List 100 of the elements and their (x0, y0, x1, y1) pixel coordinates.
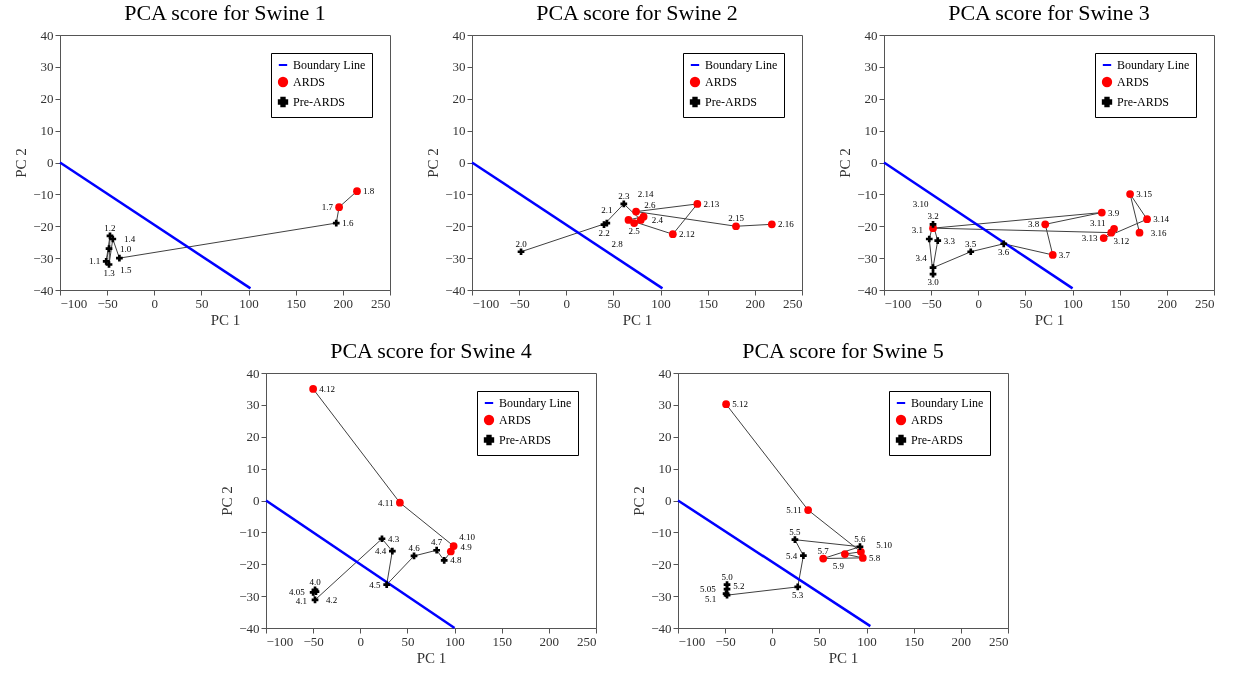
x-tick-label: 200 (539, 633, 560, 649)
annotation: 3.16 (1150, 227, 1167, 238)
annotation: 3.4 (915, 253, 928, 264)
annotation: 2.13 (703, 198, 720, 209)
y-tick-label: −10 (857, 186, 878, 202)
x-tick-label: 100 (239, 295, 259, 311)
y-tick-label: 40 (658, 365, 672, 381)
annotation: 3.1 (911, 224, 924, 235)
chart-title: PCA score for Swine 2 (536, 0, 738, 25)
y-tick-label: 20 (246, 429, 260, 445)
legend-label: Pre-ARDS (293, 95, 346, 109)
y-tick-label: −20 (857, 218, 878, 234)
x-tick-label: 0 (563, 295, 571, 311)
y-tick-label: 0 (459, 155, 466, 170)
x-tick-label: 50 (607, 295, 621, 311)
y-tick-label: −10 (33, 186, 54, 202)
annotation: 5.4 (786, 550, 798, 561)
y-axis-title: PC 2 (837, 148, 854, 178)
annotation: 3.15 (1136, 189, 1153, 200)
legend-label: Boundary Line (911, 396, 984, 410)
annotation: 5.05 (700, 584, 717, 595)
y-axis-title: PC 2 (631, 486, 648, 516)
y-tick-label: 10 (658, 461, 672, 477)
x-tick-label: 0 (975, 295, 983, 311)
x-tick-label: −50 (509, 295, 530, 311)
x-tick-label: 150 (904, 633, 924, 649)
annotation: 4.8 (450, 555, 463, 566)
y-tick-label: −10 (651, 524, 672, 540)
legend-label: Boundary Line (499, 396, 572, 410)
x-tick-label: 100 (651, 295, 671, 311)
x-tick-label: 50 (401, 633, 415, 649)
annotation: 3.0 (927, 277, 940, 288)
legend-label: Pre-ARDS (705, 95, 758, 109)
y-tick-label: −30 (33, 250, 54, 266)
legend-label: ARDS (499, 413, 532, 427)
annotation: 4.7 (431, 537, 443, 548)
y-tick-label: 0 (47, 155, 54, 170)
annotation: 2.14 (637, 189, 655, 200)
y-tick-label: 10 (246, 461, 260, 477)
annotation: 3.14 (1153, 214, 1170, 225)
y-tick-label: 30 (658, 397, 672, 413)
annotation: 2.5 (628, 226, 641, 237)
y-axis-title: PC 2 (219, 486, 236, 516)
annotation: 2.12 (679, 229, 695, 240)
x-axis-title: PC 1 (828, 649, 859, 666)
x-tick-label: −100 (60, 295, 88, 311)
annotation: 3.12 (1113, 235, 1130, 246)
legend-label: Boundary Line (293, 58, 366, 72)
x-tick-label: 0 (357, 633, 365, 649)
annotation: 3.13 (1081, 233, 1098, 244)
annotation: 1.1 (88, 256, 101, 267)
annotation: 3.8 (1027, 219, 1040, 230)
x-tick-label: 50 (195, 295, 209, 311)
x-tick-label: −100 (266, 633, 294, 649)
x-tick-label: 200 (333, 295, 354, 311)
y-tick-label: −10 (445, 186, 466, 202)
y-tick-label: 20 (452, 91, 466, 107)
y-tick-label: −40 (651, 620, 672, 636)
legend-label: ARDS (911, 413, 944, 427)
y-axis-title: PC 2 (425, 148, 442, 178)
y-tick-label: 40 (246, 365, 260, 381)
x-tick-label: 100 (1063, 295, 1083, 311)
annotation: 2.8 (611, 238, 624, 249)
y-tick-label: 40 (864, 27, 878, 43)
y-axis-title: PC 2 (13, 148, 30, 178)
y-tick-label: −20 (239, 556, 260, 572)
y-tick-label: 30 (246, 397, 260, 413)
x-tick-label: 150 (492, 633, 512, 649)
annotation: 3.5 (965, 238, 977, 249)
annotation: 5.6 (854, 533, 867, 544)
legend-label: Pre-ARDS (1117, 95, 1170, 109)
y-tick-label: 10 (40, 123, 54, 139)
annotation: 3.9 (1107, 207, 1120, 218)
x-tick-label: −100 (472, 295, 500, 311)
x-tick-label: 100 (445, 633, 465, 649)
annotation: 4.10 (459, 531, 476, 542)
annotation: 1.5 (120, 265, 132, 276)
annotation: 4.4 (375, 546, 387, 557)
y-tick-label: 20 (864, 91, 878, 107)
y-tick-label: 40 (40, 27, 54, 43)
y-tick-label: −10 (239, 524, 260, 540)
annotation: 4.05 (289, 586, 306, 597)
y-tick-label: 10 (452, 123, 466, 139)
annotation: 4.2 (326, 594, 338, 605)
annotation: 3.10 (912, 199, 930, 210)
legend-label: Boundary Line (705, 58, 778, 72)
x-tick-label: 250 (989, 633, 1009, 649)
y-tick-label: 40 (452, 27, 466, 43)
annotation: 5.9 (832, 561, 845, 572)
legend-label: Pre-ARDS (911, 433, 964, 447)
annotation: 5.1 (705, 593, 717, 604)
annotation: 4.5 (369, 579, 382, 590)
annotation: 4.3 (388, 533, 400, 544)
annotation: 5.2 (733, 580, 745, 591)
y-tick-label: 30 (40, 59, 54, 75)
x-axis-title: PC 1 (1034, 311, 1065, 328)
annotation: 2.16 (778, 219, 795, 230)
annotation: 3.6 (998, 246, 1010, 257)
annotation: 1.3 (103, 267, 116, 278)
x-tick-label: −50 (303, 633, 324, 649)
